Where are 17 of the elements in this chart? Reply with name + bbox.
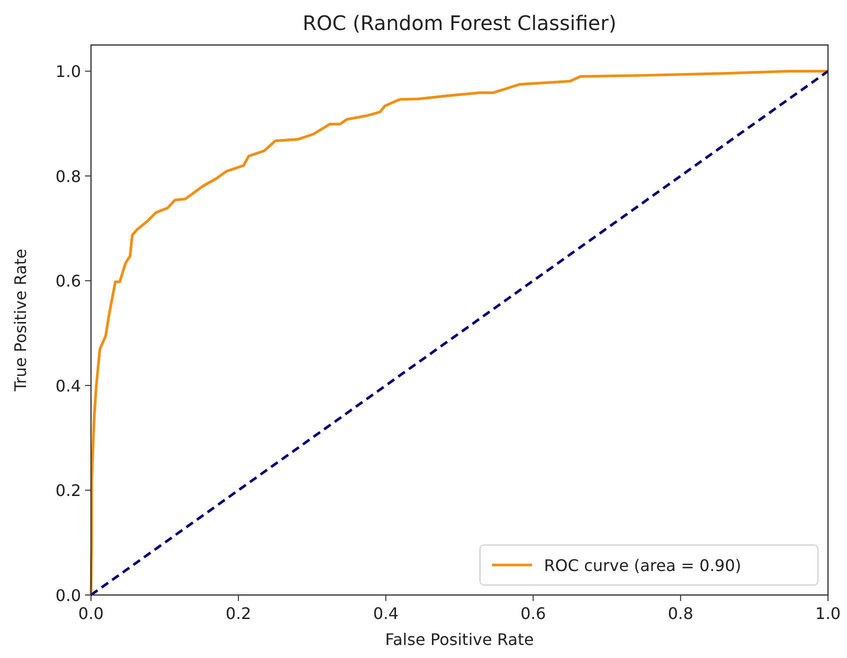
x-tick-label: 0.8 [668, 604, 694, 623]
y-tick-label: 0.0 [56, 586, 81, 605]
y-tick-label: 0.6 [56, 272, 81, 291]
legend-label: ROC curve (area = 0.90) [544, 556, 742, 575]
y-axis-title: True Positive Rate [11, 248, 30, 392]
x-axis-title: False Positive Rate [385, 630, 534, 649]
y-tick-label: 1.0 [56, 62, 81, 82]
line-series [90, 70, 830, 596]
x-tick-label: 0.0 [78, 604, 104, 623]
x-tick-label: 1.0 [815, 604, 841, 623]
y-tick-label: 0.8 [56, 166, 81, 186]
y-tick-label: 0.2 [56, 481, 81, 500]
y-tick-label: 0.4 [56, 376, 81, 396]
chart-title: ROC (Random Forest Classifier) [302, 11, 616, 35]
x-tick-label: 0.4 [373, 604, 399, 623]
x-tick-label: 0.6 [520, 604, 546, 623]
x-tick-label: 0.2 [226, 604, 252, 623]
